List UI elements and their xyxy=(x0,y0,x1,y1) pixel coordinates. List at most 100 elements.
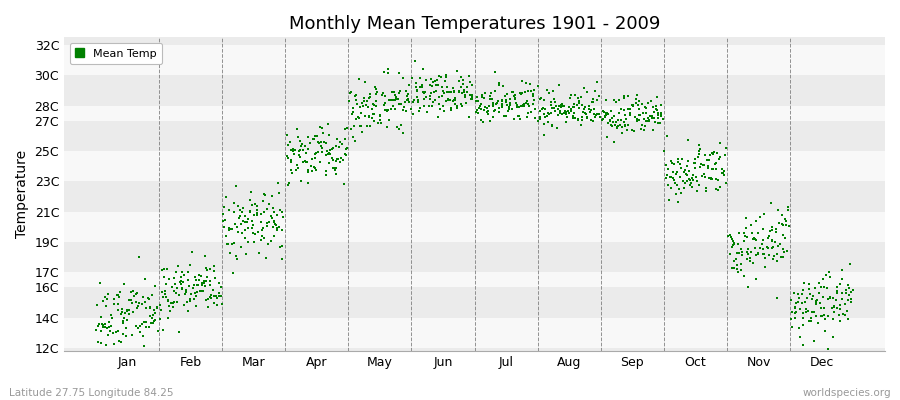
Point xyxy=(804,318,818,324)
Point xyxy=(654,102,669,108)
Point xyxy=(726,241,741,247)
Point xyxy=(303,163,318,169)
Point xyxy=(179,286,194,293)
Point xyxy=(566,113,580,119)
Point xyxy=(727,240,742,246)
Point xyxy=(456,76,471,83)
Point xyxy=(562,95,577,101)
Point xyxy=(530,83,544,90)
Point xyxy=(310,148,325,155)
Point xyxy=(136,332,150,339)
Point xyxy=(541,110,555,116)
Point xyxy=(265,215,279,222)
Point xyxy=(400,91,415,97)
Point xyxy=(740,249,754,255)
Point xyxy=(588,114,602,120)
Point xyxy=(758,254,772,261)
Point xyxy=(354,110,368,116)
Point xyxy=(670,169,685,175)
Point xyxy=(416,66,430,72)
Point xyxy=(590,111,604,118)
Point xyxy=(450,103,464,109)
Point xyxy=(322,132,337,138)
Point xyxy=(259,255,274,262)
Point xyxy=(149,305,164,312)
Point xyxy=(764,245,778,252)
Point xyxy=(495,98,509,105)
Point xyxy=(147,307,161,313)
Point xyxy=(216,211,230,218)
Point xyxy=(796,341,811,348)
Point xyxy=(840,308,854,314)
Point xyxy=(474,92,489,98)
Point xyxy=(508,92,522,98)
Point xyxy=(670,198,685,205)
Point xyxy=(205,287,220,294)
Point xyxy=(285,170,300,176)
Point xyxy=(559,109,573,115)
Bar xyxy=(64,37,885,45)
Point xyxy=(274,209,289,215)
Point xyxy=(456,80,471,87)
Point xyxy=(666,177,680,184)
Point xyxy=(616,119,631,125)
Point xyxy=(264,238,278,244)
Point xyxy=(339,146,354,152)
Point xyxy=(633,106,647,112)
Point xyxy=(392,101,406,107)
Point xyxy=(452,78,466,85)
Point xyxy=(169,299,184,306)
Point xyxy=(230,256,245,262)
Point xyxy=(678,167,692,174)
Point xyxy=(439,98,454,104)
Point xyxy=(785,324,799,331)
Point xyxy=(712,156,726,162)
Point xyxy=(444,105,458,111)
Point xyxy=(145,292,159,298)
Point xyxy=(194,272,208,279)
Point xyxy=(275,213,290,220)
Point xyxy=(233,213,248,219)
Point xyxy=(384,89,399,96)
Point xyxy=(127,292,141,299)
Point xyxy=(470,107,484,113)
Point xyxy=(689,188,704,194)
Point xyxy=(114,311,129,317)
Point xyxy=(156,293,170,300)
Point xyxy=(362,95,376,102)
Point xyxy=(549,103,563,109)
Point xyxy=(650,94,664,100)
Point xyxy=(598,114,613,120)
Point xyxy=(364,115,379,122)
Point xyxy=(292,152,306,158)
Point xyxy=(416,89,430,95)
Point xyxy=(392,90,406,96)
Point xyxy=(226,270,240,277)
Point xyxy=(120,308,134,314)
Point xyxy=(272,190,286,196)
Point xyxy=(627,127,642,134)
Point xyxy=(521,88,535,94)
Point xyxy=(111,328,125,334)
Point xyxy=(580,114,594,120)
Point xyxy=(285,146,300,152)
Point xyxy=(774,254,788,260)
Point xyxy=(378,106,392,113)
Point xyxy=(815,294,830,300)
Point xyxy=(119,332,133,339)
Point xyxy=(266,205,281,212)
Point xyxy=(315,148,329,155)
Point xyxy=(130,325,145,331)
Point xyxy=(792,294,806,301)
Point xyxy=(766,256,780,262)
Point xyxy=(807,338,822,344)
Point xyxy=(447,88,462,94)
Point xyxy=(233,244,248,250)
Point xyxy=(131,253,146,260)
Point xyxy=(227,208,241,215)
Point xyxy=(798,299,813,305)
Point xyxy=(659,162,673,168)
Point xyxy=(537,121,552,127)
Point xyxy=(255,233,269,239)
Point xyxy=(238,227,252,234)
